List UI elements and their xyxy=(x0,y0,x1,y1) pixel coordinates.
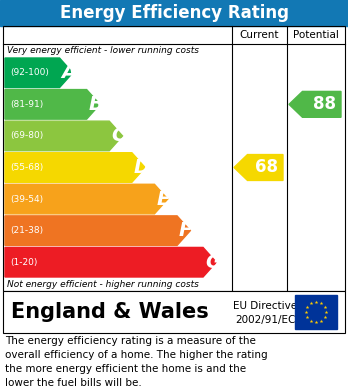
Polygon shape xyxy=(5,58,73,88)
Polygon shape xyxy=(5,184,168,214)
Text: Current: Current xyxy=(240,30,279,40)
Polygon shape xyxy=(5,90,100,119)
Text: 68: 68 xyxy=(255,158,278,176)
Polygon shape xyxy=(5,121,122,151)
Text: (55-68): (55-68) xyxy=(10,163,43,172)
Text: 88: 88 xyxy=(313,95,336,113)
Text: (1-20): (1-20) xyxy=(10,258,37,267)
Polygon shape xyxy=(289,91,341,117)
Text: EU Directive: EU Directive xyxy=(233,301,297,311)
Bar xyxy=(3,291,345,333)
Text: Very energy efficient - lower running costs: Very energy efficient - lower running co… xyxy=(7,46,199,55)
Polygon shape xyxy=(234,154,283,180)
Polygon shape xyxy=(5,248,216,277)
Text: E: E xyxy=(157,190,170,208)
Text: (92-100): (92-100) xyxy=(10,68,49,77)
Bar xyxy=(295,295,337,329)
Polygon shape xyxy=(5,216,190,246)
Text: (39-54): (39-54) xyxy=(10,195,43,204)
Text: Potential: Potential xyxy=(293,30,339,40)
Bar xyxy=(0,0,348,26)
Text: England & Wales: England & Wales xyxy=(11,302,209,322)
Text: D: D xyxy=(134,158,150,177)
Text: G: G xyxy=(205,253,221,272)
Text: Energy Efficiency Rating: Energy Efficiency Rating xyxy=(60,4,288,22)
Text: B: B xyxy=(89,95,104,114)
Polygon shape xyxy=(5,153,145,182)
Text: (21-38): (21-38) xyxy=(10,226,43,235)
Text: Not energy efficient - higher running costs: Not energy efficient - higher running co… xyxy=(7,280,199,289)
Text: The energy efficiency rating is a measure of the
overall efficiency of a home. T: The energy efficiency rating is a measur… xyxy=(5,336,268,388)
Text: C: C xyxy=(111,126,126,145)
Bar xyxy=(3,26,345,291)
Text: (69-80): (69-80) xyxy=(10,131,43,140)
Text: A: A xyxy=(62,63,77,82)
Text: F: F xyxy=(179,221,192,240)
Text: (81-91): (81-91) xyxy=(10,100,43,109)
Text: 2002/91/EC: 2002/91/EC xyxy=(235,315,295,325)
